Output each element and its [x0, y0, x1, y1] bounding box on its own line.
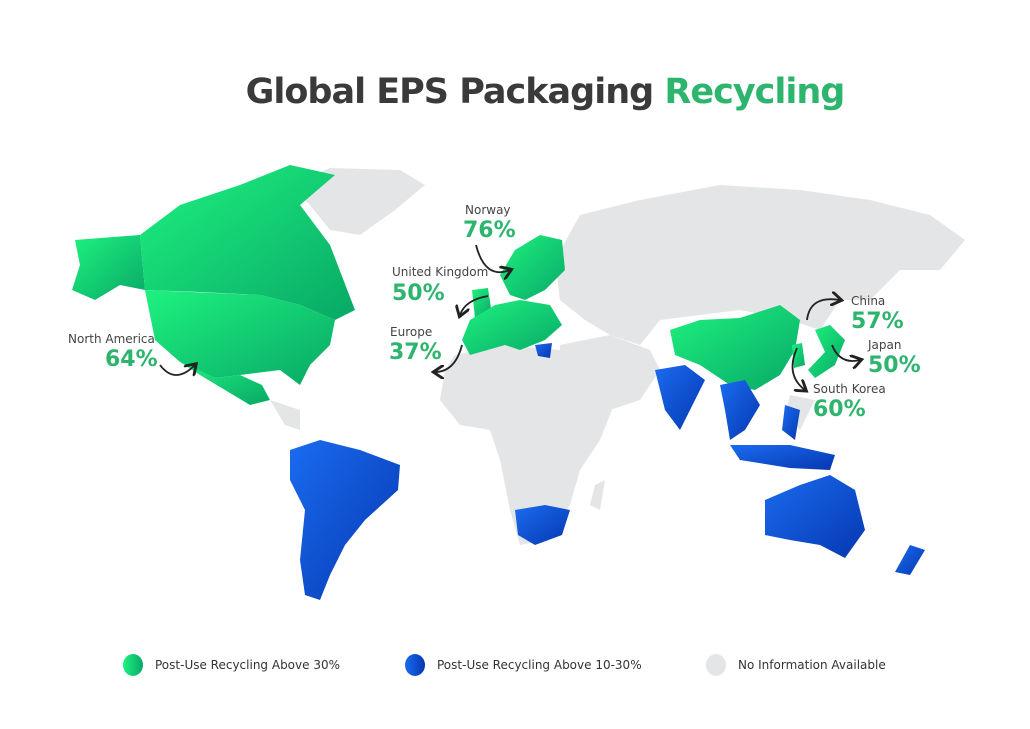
- canada: [140, 165, 355, 320]
- label-norway: Norway: [465, 203, 511, 217]
- label-uk: United Kingdom: [392, 265, 489, 279]
- india: [655, 365, 705, 430]
- philippines: [782, 405, 800, 440]
- value-europe: 37%: [389, 340, 442, 365]
- mexico: [180, 362, 270, 405]
- label-japan: Japan: [868, 338, 902, 352]
- legend-label: No Information Available: [738, 658, 886, 672]
- europe: [462, 300, 562, 355]
- green-swatch-icon: [123, 654, 143, 676]
- label-north-america: North America: [68, 332, 155, 346]
- middle-east: [560, 335, 660, 410]
- arrow-china: [806, 299, 840, 321]
- legend-item-above-10-30: Post-Use Recycling Above 10-30%: [405, 654, 642, 676]
- korea: [792, 343, 805, 368]
- title-main: Global EPS Packaging: [245, 72, 655, 112]
- title-accent: Recycling: [664, 72, 845, 112]
- arrow-norway: [475, 244, 510, 272]
- russia-asia: [555, 185, 965, 345]
- legend-label: Post-Use Recycling Above 30%: [155, 658, 340, 672]
- label-china: China: [851, 294, 886, 308]
- greenland: [290, 168, 425, 235]
- blue-swatch-icon: [405, 654, 425, 676]
- new-zealand: [895, 545, 925, 575]
- arrow-north-america: [159, 365, 195, 375]
- value-north-america: 64%: [105, 347, 158, 372]
- greece-turkey: [535, 343, 552, 358]
- arrow-japan: [831, 344, 860, 361]
- page-title: Global EPS Packaging Recycling: [0, 72, 1030, 112]
- legend-item-no-info: No Information Available: [706, 654, 886, 676]
- value-south-korea: 60%: [813, 397, 866, 422]
- value-norway: 76%: [463, 218, 516, 243]
- south-africa: [515, 505, 570, 545]
- madagascar: [590, 480, 605, 510]
- label-europe: Europe: [390, 325, 433, 339]
- arrow-uk: [460, 295, 489, 315]
- value-japan: 50%: [868, 353, 921, 378]
- southeast-asia: [720, 380, 760, 440]
- japan: [808, 325, 845, 378]
- indonesia: [730, 445, 835, 470]
- value-uk: 50%: [392, 281, 445, 306]
- central-america-gray: [270, 400, 300, 430]
- label-south-korea: South Korea: [813, 382, 886, 396]
- africa: [440, 345, 612, 545]
- south-america: [290, 440, 400, 600]
- gray-swatch-icon: [706, 654, 726, 676]
- usa: [145, 290, 335, 385]
- australia: [765, 475, 865, 558]
- legend-item-above-30: Post-Use Recycling Above 30%: [123, 654, 340, 676]
- china: [670, 305, 800, 390]
- scandinavia: [500, 235, 565, 300]
- value-china: 57%: [851, 309, 904, 334]
- arrow-europe: [435, 344, 463, 372]
- arrow-south-korea: [791, 347, 806, 390]
- alaska: [72, 235, 145, 300]
- legend-label: Post-Use Recycling Above 10-30%: [437, 658, 642, 672]
